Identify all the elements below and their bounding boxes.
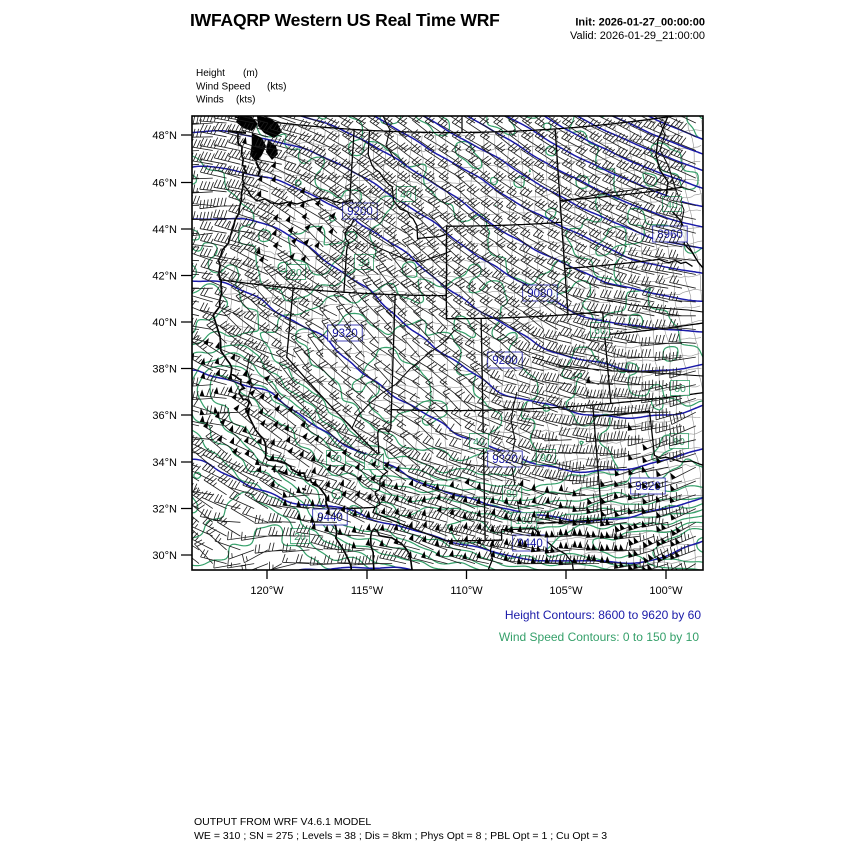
svg-text:36°N: 36°N xyxy=(152,410,177,422)
svg-text:80: 80 xyxy=(506,488,518,500)
svg-text:8960: 8960 xyxy=(657,229,683,241)
svg-text:9440: 9440 xyxy=(517,538,543,550)
svg-text:60: 60 xyxy=(674,383,686,395)
svg-text:80: 80 xyxy=(290,267,302,279)
svg-text:44°N: 44°N xyxy=(152,224,177,236)
svg-text:60: 60 xyxy=(594,325,606,337)
svg-text:Height Contours: 8600 to 9620: Height Contours: 8600 to 9620 by 60 xyxy=(505,608,701,622)
svg-text:OUTPUT FROM WRF V4.6.1 MODEL: OUTPUT FROM WRF V4.6.1 MODEL xyxy=(194,816,371,828)
svg-text:30°N: 30°N xyxy=(152,550,177,562)
svg-text:Valid: 2026-01-29_21:00:00: Valid: 2026-01-29_21:00:00 xyxy=(570,30,705,42)
svg-text:32°N: 32°N xyxy=(152,504,177,516)
svg-text:Winds: Winds xyxy=(196,95,224,106)
svg-text:90: 90 xyxy=(673,436,685,448)
svg-text:38°N: 38°N xyxy=(152,364,177,376)
svg-text:100°W: 100°W xyxy=(649,585,683,597)
svg-text:46°N: 46°N xyxy=(152,178,177,190)
svg-text:42°N: 42°N xyxy=(152,271,177,283)
svg-text:(kts): (kts) xyxy=(267,82,286,93)
svg-text:Wind Speed: Wind Speed xyxy=(196,82,250,93)
svg-text:30: 30 xyxy=(358,257,370,269)
svg-text:90: 90 xyxy=(540,452,552,464)
svg-text:Init: 2026-01-27_00:00:00: Init: 2026-01-27_00:00:00 xyxy=(575,17,705,29)
svg-text:105°W: 105°W xyxy=(549,585,583,597)
svg-text:40: 40 xyxy=(666,199,678,211)
svg-text:40: 40 xyxy=(400,189,412,201)
svg-text:48°N: 48°N xyxy=(152,130,177,142)
svg-text:60: 60 xyxy=(330,453,342,465)
svg-text:WE = 310 ; SN = 275 ; Levels =: WE = 310 ; SN = 275 ; Levels = 38 ; Dis … xyxy=(194,830,607,842)
svg-text:115°W: 115°W xyxy=(351,585,384,597)
svg-text:120°W: 120°W xyxy=(250,585,284,597)
svg-text:Height: Height xyxy=(196,68,225,79)
svg-text:34°N: 34°N xyxy=(152,457,177,469)
svg-text:110°W: 110°W xyxy=(450,585,483,597)
svg-text:IWFAQRP Western US Real Time W: IWFAQRP Western US Real Time WRF xyxy=(190,10,500,30)
svg-text:9080: 9080 xyxy=(527,288,553,300)
svg-text:(m): (m) xyxy=(243,68,258,79)
svg-text:(kts): (kts) xyxy=(236,95,255,106)
svg-text:20: 20 xyxy=(294,531,306,543)
svg-text:40°N: 40°N xyxy=(152,317,177,329)
svg-text:Wind Speed Contours: 0 to 150: Wind Speed Contours: 0 to 150 by 10 xyxy=(499,630,699,644)
